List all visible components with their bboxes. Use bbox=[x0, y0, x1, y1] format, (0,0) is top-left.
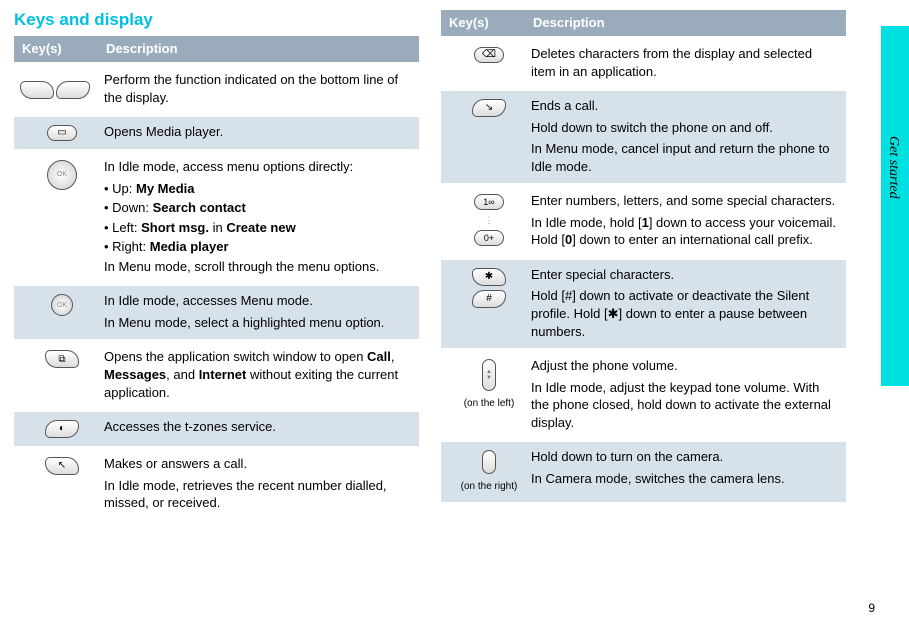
desc-text: In Idle mode, access menu options direct… bbox=[104, 158, 413, 176]
header-keys: Key(s) bbox=[22, 41, 106, 56]
desc-cell: Accesses the t-zones service. bbox=[104, 418, 413, 438]
table-row: ⌫ Deletes characters from the display an… bbox=[441, 39, 846, 88]
table-row: ▭ Opens Media player. bbox=[14, 117, 419, 149]
table-row: (on the right) Hold down to turn on the … bbox=[441, 442, 846, 502]
volume-key-icon: ▲▼ bbox=[482, 359, 496, 391]
right-softkey-icon bbox=[56, 81, 90, 99]
table-row: OK In Idle mode, access menu options dir… bbox=[14, 152, 419, 283]
nav-key-icon: OK bbox=[47, 160, 77, 190]
key-cell: ▭ bbox=[20, 123, 104, 141]
desc-cell: In Idle mode, accesses Menu mode. In Men… bbox=[104, 292, 413, 331]
table-header-left: Key(s) Description bbox=[14, 36, 419, 62]
key-cell: ▲▼ (on the left) bbox=[447, 357, 531, 431]
key-cell: ⌫ bbox=[447, 45, 531, 80]
send-key-icon: ↖ bbox=[45, 457, 79, 475]
table-row: 1∞ ⋮ 0+ Enter numbers, letters, and some… bbox=[441, 186, 846, 257]
table-row: Perform the function indicated on the bo… bbox=[14, 65, 419, 114]
page-number: 9 bbox=[868, 601, 875, 615]
table-row: ⧉ Opens the application switch window to… bbox=[14, 342, 419, 409]
key-cell: ↘ bbox=[447, 97, 531, 175]
key-cell: ⧉ bbox=[20, 348, 104, 401]
table-row: ◐ Accesses the t-zones service. bbox=[14, 412, 419, 446]
side-tab-label: Get started bbox=[885, 136, 901, 199]
right-column: Key(s) Description ⌫ Deletes characters … bbox=[441, 10, 846, 523]
tzone-key-icon: ◐ bbox=[45, 420, 79, 438]
header-desc: Description bbox=[533, 15, 605, 30]
table-row: ▲▼ (on the left) Adjust the phone volume… bbox=[441, 351, 846, 439]
desc-cell: Enter special characters. Hold [#] down … bbox=[531, 266, 840, 340]
desc-text: In Camera mode, switches the camera lens… bbox=[531, 470, 840, 488]
left-column: Keys and display Key(s) Description Perf… bbox=[14, 10, 419, 523]
table-row: OK In Idle mode, accesses Menu mode. In … bbox=[14, 286, 419, 339]
desc-text: Hold [#] down to activate or deactivate … bbox=[531, 287, 840, 340]
key-cell: (on the right) bbox=[447, 448, 531, 494]
desc-cell: Enter numbers, letters, and some special… bbox=[531, 192, 840, 249]
side-tab: Get started bbox=[881, 26, 909, 386]
desc-text: In Idle mode, adjust the keypad tone vol… bbox=[531, 379, 840, 432]
one-key-icon: 1∞ bbox=[474, 194, 504, 210]
desc-cell: Makes or answers a call. In Idle mode, r… bbox=[104, 455, 413, 512]
desc-text: Perform the function indicated on the bo… bbox=[104, 71, 413, 106]
desc-text: In Menu mode, select a highlighted menu … bbox=[104, 314, 413, 332]
key-cell: 1∞ ⋮ 0+ bbox=[447, 192, 531, 249]
header-keys: Key(s) bbox=[449, 15, 533, 30]
table-header-right: Key(s) Description bbox=[441, 10, 846, 36]
key-cell: OK bbox=[20, 158, 104, 275]
table-row: ✱ # Enter special characters. Hold [#] d… bbox=[441, 260, 846, 348]
bullet: • Up: My Media bbox=[104, 180, 413, 198]
desc-text: In Menu mode, cancel input and return th… bbox=[531, 140, 840, 175]
desc-cell: In Idle mode, access menu options direct… bbox=[104, 158, 413, 275]
table-row: ↖ Makes or answers a call. In Idle mode,… bbox=[14, 449, 419, 520]
key-cell: ◐ bbox=[20, 418, 104, 438]
desc-cell: Deletes characters from the display and … bbox=[531, 45, 840, 80]
media-key-icon: ▭ bbox=[47, 125, 77, 141]
desc-text: Opens Media player. bbox=[104, 123, 413, 141]
desc-text: Enter special characters. bbox=[531, 266, 840, 284]
camera-key-icon bbox=[482, 450, 496, 474]
desc-text: In Idle mode, retrieves the recent numbe… bbox=[104, 477, 413, 512]
hash-key-icon: # bbox=[472, 290, 506, 308]
desc-text: Opens the application switch window to o… bbox=[104, 348, 413, 401]
desc-text: Makes or answers a call. bbox=[104, 455, 413, 473]
appswitch-key-icon: ⧉ bbox=[45, 350, 79, 368]
ok-key-icon: OK bbox=[51, 294, 73, 316]
key-cell: ✱ # bbox=[447, 266, 531, 340]
key-caption: (on the right) bbox=[461, 480, 518, 494]
desc-cell: Perform the function indicated on the bo… bbox=[104, 71, 413, 106]
desc-cell: Ends a call. Hold down to switch the pho… bbox=[531, 97, 840, 175]
key-cell: OK bbox=[20, 292, 104, 331]
header-desc: Description bbox=[106, 41, 178, 56]
desc-cell: Adjust the phone volume. In Idle mode, a… bbox=[531, 357, 840, 431]
desc-text: Adjust the phone volume. bbox=[531, 357, 840, 375]
left-softkey-icon bbox=[20, 81, 54, 99]
star-key-icon: ✱ bbox=[472, 268, 506, 286]
desc-text: In Menu mode, scroll through the menu op… bbox=[104, 258, 413, 276]
desc-cell: Opens Media player. bbox=[104, 123, 413, 141]
desc-text: In Idle mode, hold [1] down to access yo… bbox=[531, 214, 840, 249]
section-title: Keys and display bbox=[14, 10, 419, 30]
page-content: Keys and display Key(s) Description Perf… bbox=[0, 0, 909, 523]
key-cell: ↖ bbox=[20, 455, 104, 512]
desc-cell: Hold down to turn on the camera. In Came… bbox=[531, 448, 840, 494]
desc-cell: Opens the application switch window to o… bbox=[104, 348, 413, 401]
bullet: • Left: Short msg. in Create new bbox=[104, 219, 413, 237]
desc-text: Enter numbers, letters, and some special… bbox=[531, 192, 840, 210]
desc-text: Hold down to turn on the camera. bbox=[531, 448, 840, 466]
desc-text: In Idle mode, accesses Menu mode. bbox=[104, 292, 413, 310]
table-row: ↘ Ends a call. Hold down to switch the p… bbox=[441, 91, 846, 183]
key-cell bbox=[20, 71, 104, 106]
clear-key-icon: ⌫ bbox=[474, 47, 504, 63]
desc-text: Deletes characters from the display and … bbox=[531, 45, 840, 80]
key-caption: (on the left) bbox=[464, 397, 515, 411]
zero-key-icon: 0+ bbox=[474, 230, 504, 246]
bullet: • Down: Search contact bbox=[104, 199, 413, 217]
desc-text: Hold down to switch the phone on and off… bbox=[531, 119, 840, 137]
desc-text: Ends a call. bbox=[531, 97, 840, 115]
bullet: • Right: Media player bbox=[104, 238, 413, 256]
desc-text: Accesses the t-zones service. bbox=[104, 418, 413, 436]
end-key-icon: ↘ bbox=[472, 99, 506, 117]
